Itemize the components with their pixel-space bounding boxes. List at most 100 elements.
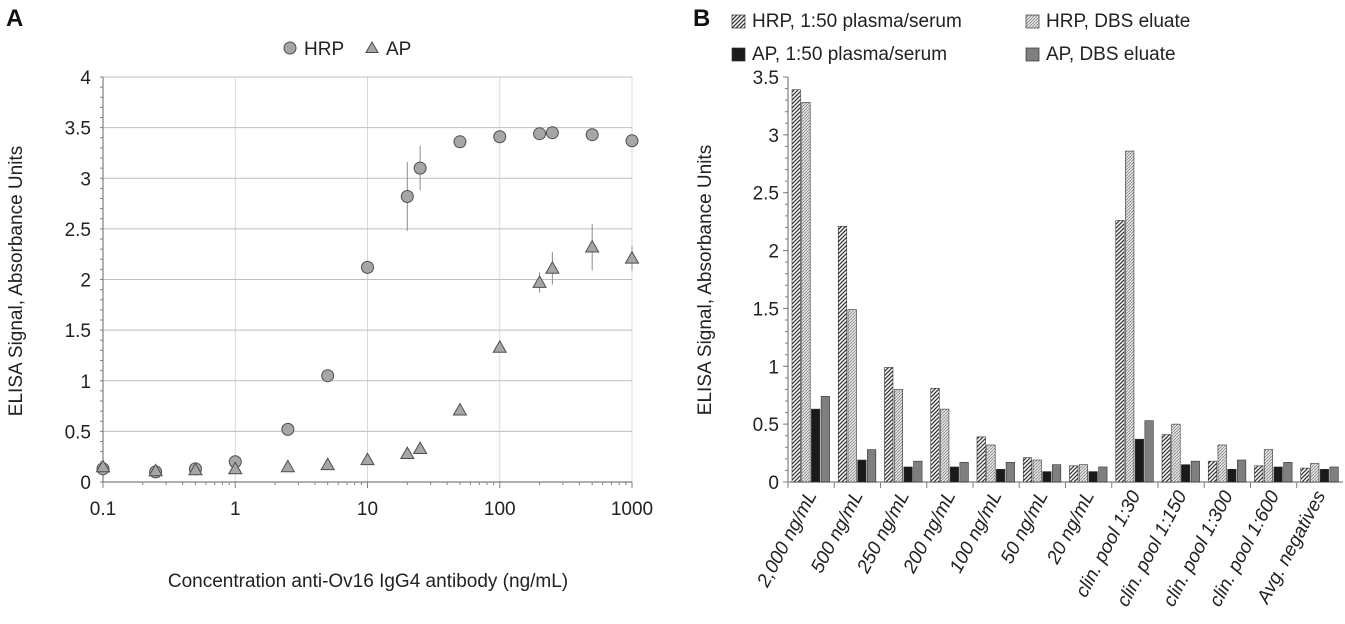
panel-b-bar-group-2-000-ng-ml [791,89,830,483]
panel-b-bar-group-50-ng-ml [1022,457,1062,483]
panel-b-bar-ap-dbs-eluate [1098,466,1108,483]
panel-b-bar-hrp-dbs-eluate [1032,459,1042,483]
panel-b-y-tick-label: 2 [768,242,779,263]
panel-b-bar-group-250-ng-ml [884,367,923,483]
panel-b-bar-hrp-dbs-eluate [1217,444,1227,483]
panel-b-bar-ap-1-50-plasma-serum [949,466,959,483]
panel-b-y-tick-label: 2.5 [753,184,779,205]
panel-b-axes [783,76,1343,488]
panel-b-bar-group-500-ng-ml [837,225,877,483]
panel-b-legend-label: HRP, DBS eluate [1046,11,1190,32]
panel-a-x-tick-label: 1 [230,499,241,520]
panel-a-point-ap [412,441,428,454]
panel-b-bar-ap-dbs-eluate [820,396,830,483]
panel-a-y-tick-label: 1 [80,372,91,393]
panel-b-bar-ap-dbs-eluate [1005,462,1015,483]
panel-b-legend-swatch-hrp-1-50-plasma-serum [731,14,746,29]
panel-a-point-hrp [361,260,374,274]
panel-b-y-tick-label: 1.5 [753,299,779,320]
panel-a-x-tick-label: 100 [484,499,516,520]
panel-a-legend: HRP AP [283,39,411,60]
panel-b-category-label: 2,000 ng/mL [753,487,822,591]
panel-a-letter: A [6,5,23,32]
panel-b-bar-hrp-dbs-eluate [847,309,857,483]
panel-b-y-tick-label: 3 [768,126,779,147]
panel-a-point-ap [452,402,468,416]
panel-b-bar-group-200-ng-ml [930,387,969,483]
panel-b-bar-group-avg-negatives [1300,463,1339,483]
panel-b-bar-hrp-1-50-plasma-serum [1207,460,1218,483]
panel-a-x-tick-label: 10 [357,499,378,520]
panel-b-legend-swatch-hrp-dbs-eluate [1025,14,1040,29]
panel-a-point-hrp [321,369,335,383]
panel-a-point-ap [320,457,336,471]
panel-b-bar-ap-1-50-plasma-serum [1181,464,1191,483]
panel-a-series-ap [95,223,640,477]
panel-b-letter: B [693,5,710,32]
panel-b-bar-hrp-1-50-plasma-serum [930,387,940,483]
panel-a-point-hrp [533,127,547,141]
panel-b-bar-hrp-dbs-eluate [1171,423,1181,483]
panel-b-y-tick-labels: 0 0.5 1 1.5 2 2.5 3 3.5 [753,68,779,494]
panel-a-y-tick-label: 2.5 [65,220,91,241]
panel-b-bar-hrp-1-50-plasma-serum [884,367,894,483]
panel-b-legend-item-ap-1-50-plasma-serum: AP, 1:50 plasma/serum [731,44,947,65]
panel-b-bar-ap-1-50-plasma-serum [996,468,1006,483]
panel-a-point-ap [227,461,243,475]
panel-b-y-axis-title: ELISA Signal, Absorbance Units [695,145,716,415]
panel-b-bar-hrp-1-50-plasma-serum [1300,467,1310,483]
panel-b-legend-swatch-ap-1-50-plasma-serum [731,47,746,62]
panel-b-bar-ap-1-50-plasma-serum [811,408,821,483]
panel-b-bar-ap-dbs-eluate [867,449,877,483]
panel-a-y-tick-label: 0.5 [65,422,91,443]
panel-b-legend-label: AP, DBS eluate [1046,44,1176,65]
panel-b-bar-hrp-dbs-eluate [1310,463,1320,483]
panel-b-bar-ap-1-50-plasma-serum [857,459,867,483]
panel-b-bar-hrp-1-50-plasma-serum [1115,220,1125,483]
panel-b-bar-hrp-dbs-eluate [986,444,996,483]
panel-b-bar-ap-dbs-eluate [1283,462,1293,483]
panel-b-bar-chart: B HRP, 1:50 plasma/serum HRP, DBS eluate A… [693,5,1343,610]
panel-b-bar-hrp-dbs-eluate [1078,464,1088,483]
panel-a-point-ap [584,239,600,253]
panel-b-bar-group-clin-pool-1-30 [1115,150,1154,483]
panel-a-scatter-chart: A 00.511.522.533.54 0.1 1 10 100 1000 HRP AP … [6,5,653,592]
panel-b-bar-ap-dbs-eluate [913,460,923,483]
panel-a-legend-label: HRP [304,39,344,60]
panel-b-bar-group-20-ng-ml [1069,464,1108,483]
panel-a-point-hrp [585,128,599,142]
panel-a-point-ap [545,260,560,274]
panel-b-bar-group-clin-pool-1-300 [1207,444,1247,483]
panel-a-point-ap [95,459,111,473]
panel-b-bar-ap-dbs-eluate [1329,466,1339,483]
panel-a-point-ap [624,250,640,264]
panel-a-axes [100,76,633,488]
panel-b-bar-hrp-1-50-plasma-serum [1254,465,1264,483]
panel-b-bar-hrp-dbs-eluate [893,389,904,483]
panel-a-legend-item-hrp: HRP [283,39,344,60]
panel-a-legend-marker-ap [365,40,379,53]
panel-b-y-tick-label: 0.5 [753,415,779,436]
panel-b-bar-hrp-1-50-plasma-serum [1161,434,1171,483]
panel-b-bar-group-100-ng-ml [976,436,1015,483]
panel-a-x-tick-label: 0.1 [90,499,116,520]
panel-b-bar-hrp-1-50-plasma-serum [1022,457,1033,483]
panel-a-y-tick-label: 0 [80,473,91,494]
panel-a-point-ap [360,452,375,466]
panel-b-bar-group-clin-pool-1-600 [1254,449,1293,483]
panel-b-bar-ap-1-50-plasma-serum [1134,438,1144,483]
panel-b-bar-hrp-1-50-plasma-serum [837,225,848,483]
panel-b-bar-ap-dbs-eluate [1052,464,1062,483]
panel-a-point-hrp [281,422,295,436]
panel-b-legend-item-hrp-dbs-eluate: HRP, DBS eluate [1025,11,1190,32]
panel-a-y-tick-label: 3.5 [65,119,91,140]
panel-a-y-tick-labels: 0 0.5 1 1.5 2 2.5 3 3.5 4 [65,68,92,494]
panel-b-legend-item-hrp-1-50-plasma-serum: HRP, 1:50 plasma/serum [731,11,962,32]
panel-b-bar-hrp-dbs-eluate [1125,150,1135,483]
panel-a-point-hrp [400,189,414,203]
panel-b-bar-ap-1-50-plasma-serum [903,466,913,483]
panel-b-legend: HRP, 1:50 plasma/serum HRP, DBS eluate AP,… [731,11,1190,65]
panel-b-bar-hrp-1-50-plasma-serum [791,89,801,483]
panel-b-y-tick-label: 3.5 [753,68,779,89]
panel-a-point-ap [280,459,296,473]
